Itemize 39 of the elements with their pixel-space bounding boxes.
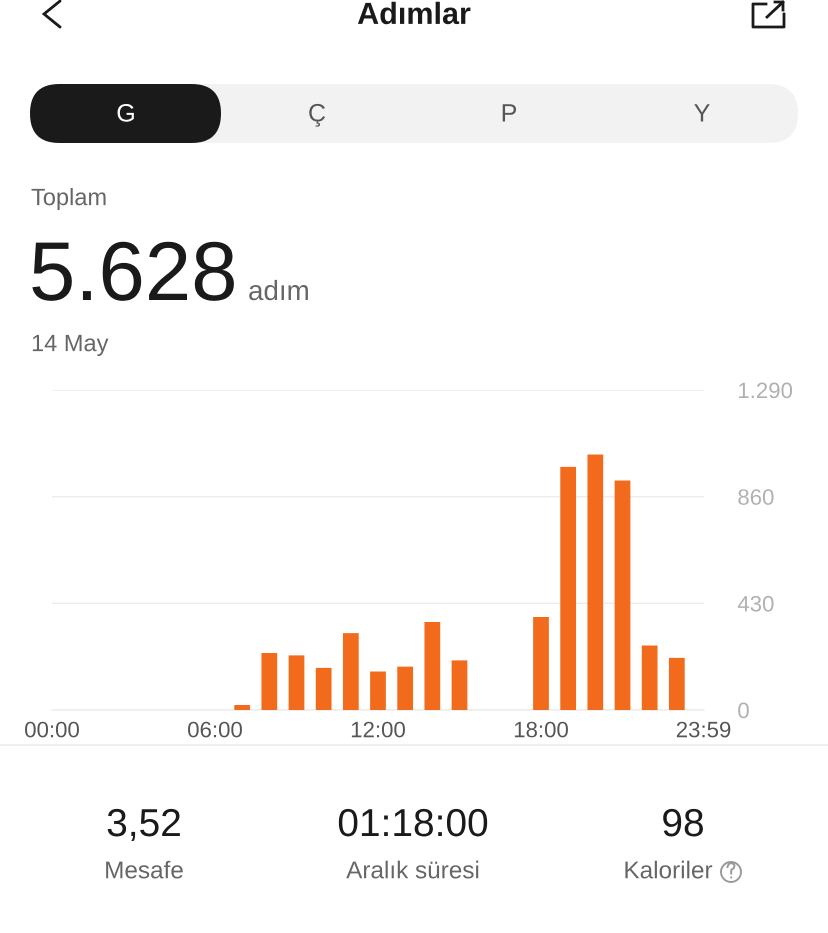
text: Toplam — [32, 188, 106, 210]
text: 98 — [663, 808, 703, 836]
text: Y — [694, 104, 710, 122]
bar — [668, 658, 685, 710]
text: 5.628 — [32, 242, 234, 301]
bar — [397, 666, 414, 710]
text: 14 May — [32, 334, 108, 356]
x-tick-label: 12:00 — [352, 722, 405, 738]
bar — [452, 660, 468, 710]
bar — [642, 646, 658, 710]
text: 01:18:00 — [338, 808, 488, 836]
text: Ç — [309, 104, 326, 127]
chart-title: Adımlar — [358, 2, 470, 24]
x-tick-label: 23:59 — [676, 722, 730, 738]
text: adım — [249, 280, 308, 300]
x-tick-label: 00:00 — [25, 722, 79, 738]
bar — [316, 668, 332, 710]
text: Mesafe — [106, 860, 183, 879]
bar — [560, 466, 576, 710]
y-tick-label: 0 — [738, 702, 749, 718]
x-tick-label: 06:00 — [188, 722, 242, 738]
bar — [234, 705, 250, 710]
text: G — [118, 104, 134, 122]
bar — [587, 454, 604, 710]
y-tick-label: 860 — [738, 489, 774, 505]
text: P — [502, 104, 516, 122]
bar — [614, 480, 630, 710]
y-tick-label: 1.290 — [739, 382, 792, 398]
bar — [342, 633, 359, 710]
bar — [261, 652, 278, 710]
text: Aralık süresi — [346, 860, 478, 879]
text: 3,52 — [108, 808, 180, 842]
bar — [370, 672, 386, 710]
bar — [424, 622, 440, 710]
x-tick-label: 18:00 — [514, 722, 568, 738]
bar — [533, 616, 549, 710]
text: Kaloriler — [625, 860, 712, 879]
y-tick-label: 430 — [738, 596, 774, 612]
bar — [288, 655, 304, 710]
